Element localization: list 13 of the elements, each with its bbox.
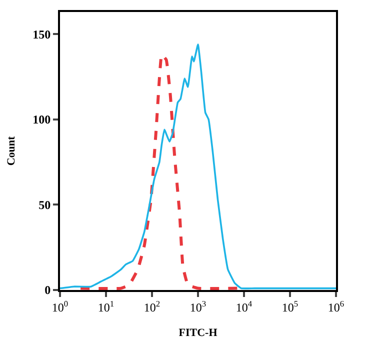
- x-tick-label: 10$^{1}$: [98, 299, 114, 314]
- x-tick-label: 10$^{0}$: [52, 299, 68, 314]
- y-tick-label: 150: [32, 27, 51, 42]
- y-tick-label: 50: [38, 198, 51, 212]
- y-tick-label: 100: [32, 112, 51, 127]
- y-tick-label: 0: [44, 283, 51, 298]
- x-tick-label: 10$^{5}$: [282, 299, 298, 314]
- x-tick-label: 10$^{3}$: [190, 299, 206, 314]
- x-tick-label: 10$^{6}$: [328, 299, 344, 314]
- x-tick-label: 10$^{4}$: [236, 299, 253, 314]
- x-axis-title: FITC-H: [178, 327, 218, 340]
- x-tick-label: 10$^{2}$: [144, 299, 160, 314]
- y-axis-title: Count: [6, 136, 18, 166]
